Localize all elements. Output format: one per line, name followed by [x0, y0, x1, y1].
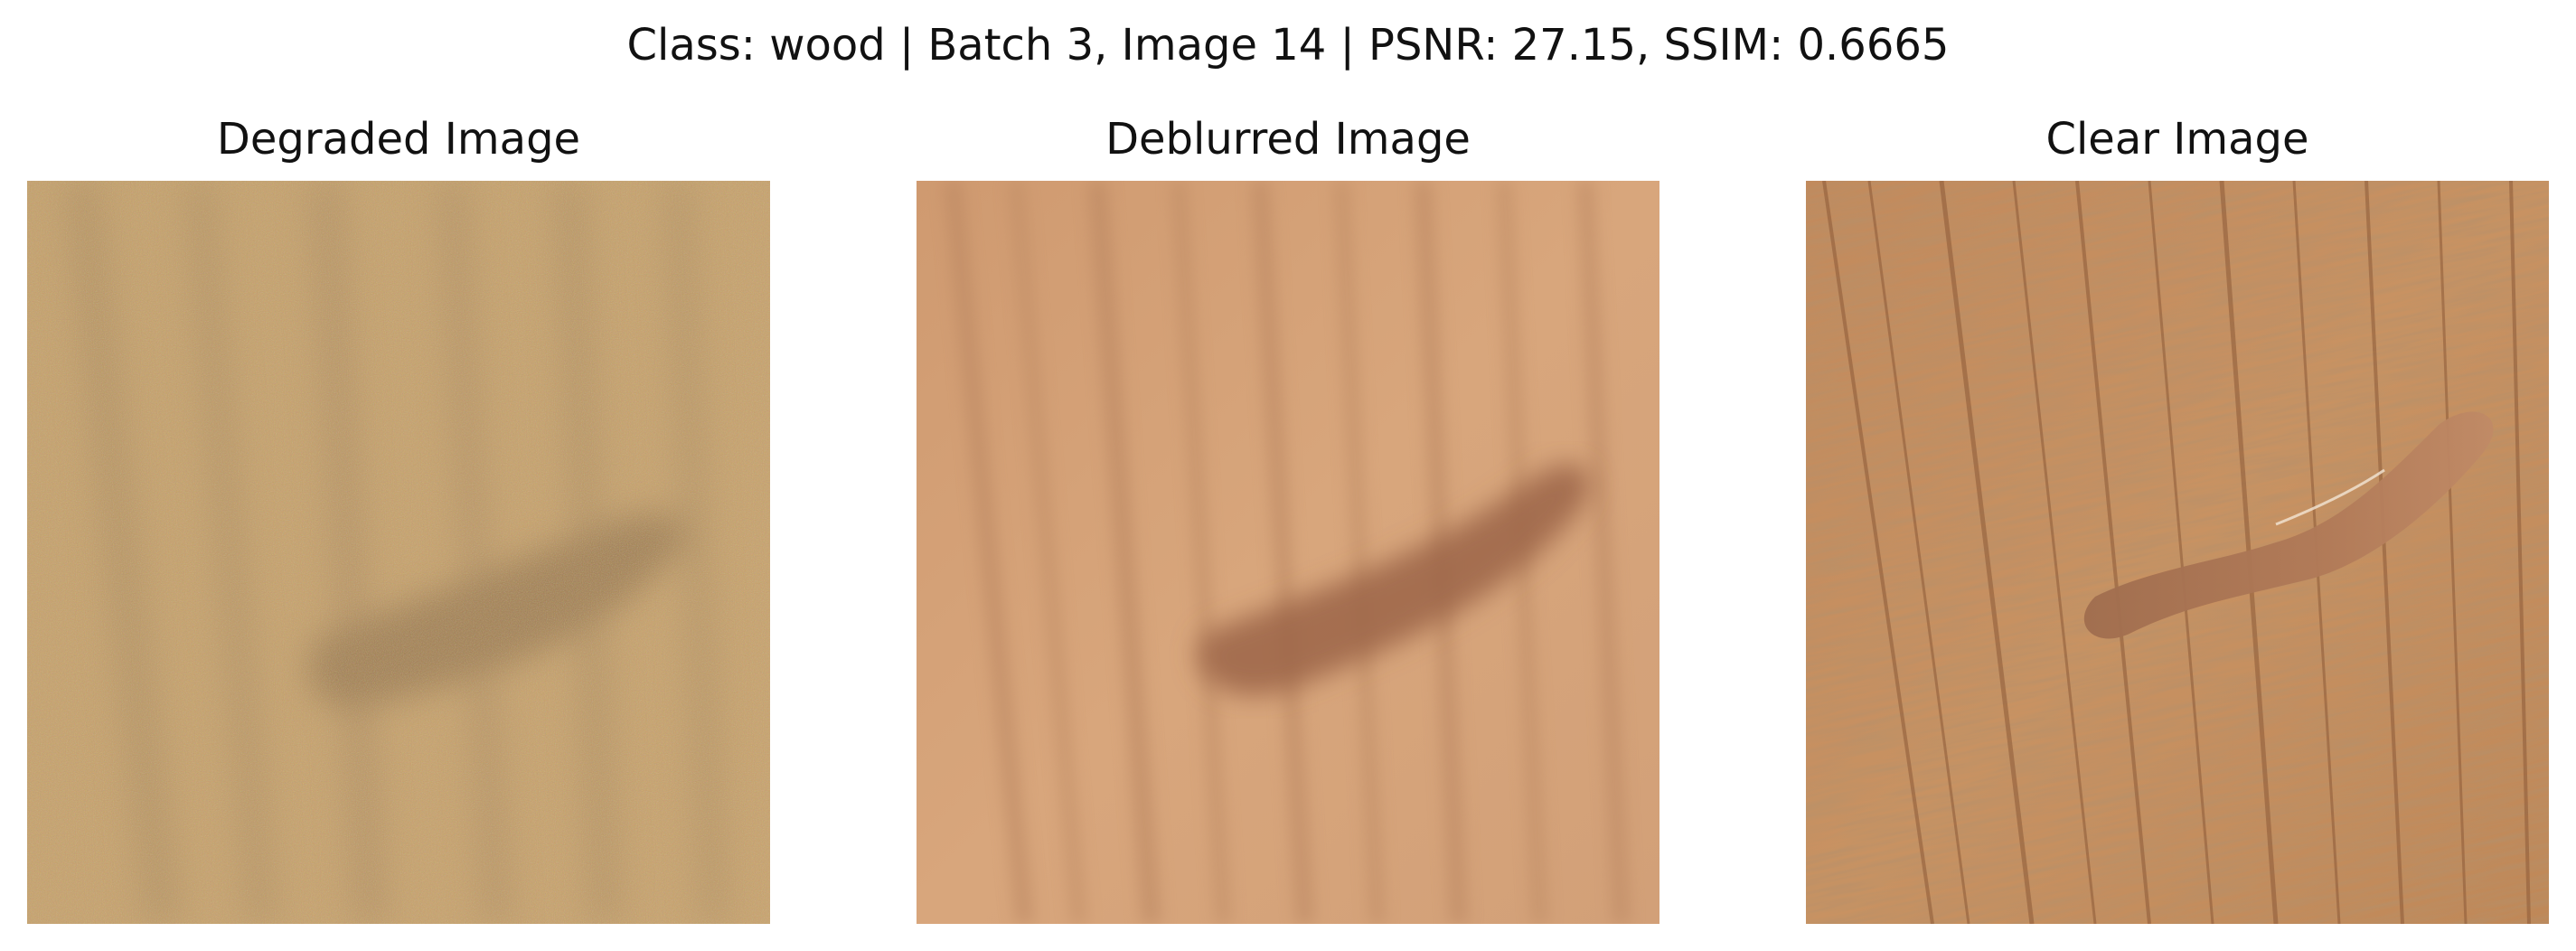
deblurred-image [917, 181, 1659, 924]
noisy-wood-texture-image [27, 181, 770, 924]
panel-title-deblurred: Deblurred Image [1105, 114, 1471, 165]
clear-image [1806, 181, 2549, 924]
panel-title-degraded: Degraded Image [216, 114, 581, 165]
panel-degraded: Degraded Image [27, 110, 770, 924]
smooth-wood-texture-image [917, 181, 1659, 924]
panel-deblurred: Deblurred Image [917, 110, 1659, 924]
figure-suptitle: Class: wood | Batch 3, Image 14 | PSNR: … [626, 20, 1950, 71]
panel-clear: Clear Image [1806, 110, 2549, 924]
sharp-wood-texture-image [1806, 181, 2549, 924]
degraded-image [27, 181, 770, 924]
panel-title-clear: Clear Image [2045, 114, 2309, 165]
